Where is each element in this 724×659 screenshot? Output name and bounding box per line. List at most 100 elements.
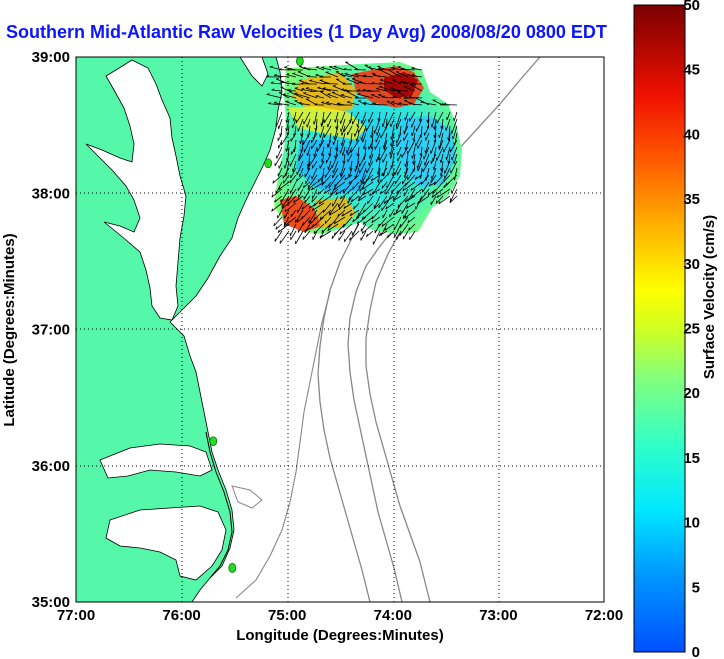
velocity-arrow-head (318, 201, 321, 205)
velocity-arrow (454, 167, 458, 181)
velocity-arrow-head (299, 140, 301, 144)
velocity-arrow (434, 125, 437, 138)
velocity-arrow-head (327, 93, 331, 95)
velocity-arrow-head (440, 103, 444, 106)
velocity-arrow-head (407, 220, 410, 224)
velocity-arrow-head (452, 136, 454, 140)
velocity-arrow (359, 160, 367, 174)
velocity-arrow-head (337, 213, 340, 217)
velocity-arrow-head (344, 72, 348, 75)
velocity-arrow (378, 230, 388, 237)
velocity-arrow-head (315, 94, 319, 97)
velocity-arrow (436, 146, 444, 161)
velocity-arrow (317, 139, 325, 152)
velocity-arrow (358, 188, 367, 200)
velocity-arrow-head (307, 186, 310, 190)
velocity-arrow (323, 83, 339, 85)
velocity-arrow (427, 111, 430, 123)
lat-tick-label: 38:00 (32, 185, 70, 202)
lon-tick-label: 77:00 (57, 607, 95, 624)
velocity-arrow (344, 174, 353, 181)
velocity-arrow (305, 87, 318, 92)
velocity-arrow (402, 174, 409, 185)
velocity-arrow-head (343, 67, 347, 70)
velocity-arrow-head (404, 163, 407, 167)
velocity-arrow (383, 132, 388, 149)
velocity-arrow (304, 195, 311, 204)
velocity-arrow-head (335, 126, 338, 130)
colorbar-tick-label: 15 (683, 450, 700, 467)
velocity-arrow-head (403, 81, 407, 83)
velocity-arrow (312, 230, 318, 240)
velocity-arrow-head (344, 177, 347, 181)
velocity-arrow-head (366, 233, 368, 237)
velocity-arrow-head (404, 215, 407, 219)
velocity-arrow-head (373, 102, 377, 105)
velocity-arrow-head (424, 150, 426, 154)
velocity-arrow (446, 111, 451, 121)
velocity-arrow (367, 195, 374, 205)
velocity-arrow (410, 84, 423, 92)
velocity-arrow-head (339, 150, 341, 154)
velocity-arrow (432, 181, 444, 194)
velocity-arrow-head (400, 67, 404, 70)
velocity-arrow (396, 167, 402, 176)
velocity-arrow (420, 174, 430, 185)
velocity-arrow (427, 188, 437, 196)
lat-tick-label: 36:00 (32, 458, 70, 475)
velocity-arrow (450, 188, 458, 202)
velocity-arrow (332, 160, 339, 174)
velocity-arrow-head (284, 66, 288, 68)
velocity-arrow (347, 195, 353, 204)
velocity-arrow (301, 88, 311, 92)
velocity-arrow-head (341, 132, 343, 136)
velocity-arrow (326, 102, 339, 106)
velocity-field-yellow-band (288, 106, 366, 140)
velocity-arrow-head (271, 194, 274, 198)
velocity-arrow (420, 167, 423, 179)
velocity-arrow-head (360, 137, 362, 141)
velocity-arrow-head (357, 93, 361, 95)
velocity-arrow-head (299, 65, 303, 67)
velocity-arrow (352, 181, 360, 190)
lon-tick-label: 75:00 (268, 607, 306, 624)
velocity-arrow (343, 69, 353, 71)
velocity-arrow-head (339, 172, 341, 176)
velocity-arrow (372, 74, 388, 78)
velocity-arrow (411, 67, 423, 71)
velocity-arrow-head (352, 186, 354, 190)
velocity-arrow (411, 125, 416, 137)
velocity-arrow (338, 202, 346, 211)
velocity-arrow-head (327, 228, 330, 231)
velocity-arrow-head (439, 159, 442, 163)
velocity-arrow (400, 68, 416, 71)
velocity-arrow (361, 223, 374, 234)
velocity-arrow (407, 167, 416, 181)
velocity-arrow (368, 153, 374, 166)
velocity-arrow (347, 153, 353, 163)
lon-tick-label: 74:00 (374, 607, 412, 624)
velocity-arrow (433, 160, 437, 171)
velocity-arrow (327, 118, 332, 128)
velocity-arrow-head (356, 153, 359, 157)
velocity-arrow (379, 79, 395, 85)
velocity-arrow-head (317, 179, 319, 183)
velocity-arrow (417, 195, 430, 205)
velocity-arrow (430, 139, 437, 154)
velocity-arrow (438, 125, 444, 138)
velocity-arrow (378, 68, 395, 71)
velocity-arrow (333, 132, 339, 146)
velocity-arrow-head (341, 213, 344, 217)
velocity-arrow (321, 153, 325, 163)
albemarle-sound (99, 443, 213, 479)
velocity-arrow (297, 202, 304, 213)
velocity-arrow (277, 209, 283, 219)
velocity-arrow-head (266, 75, 270, 78)
velocity-arrow (283, 216, 297, 227)
velocity-arrow-head (277, 229, 280, 233)
velocity-arrow (274, 230, 283, 242)
velocity-arrow-head (368, 155, 371, 159)
velocity-arrow-head (402, 188, 405, 192)
velocity-arrow (436, 188, 451, 199)
velocity-arrow-head (371, 81, 375, 84)
